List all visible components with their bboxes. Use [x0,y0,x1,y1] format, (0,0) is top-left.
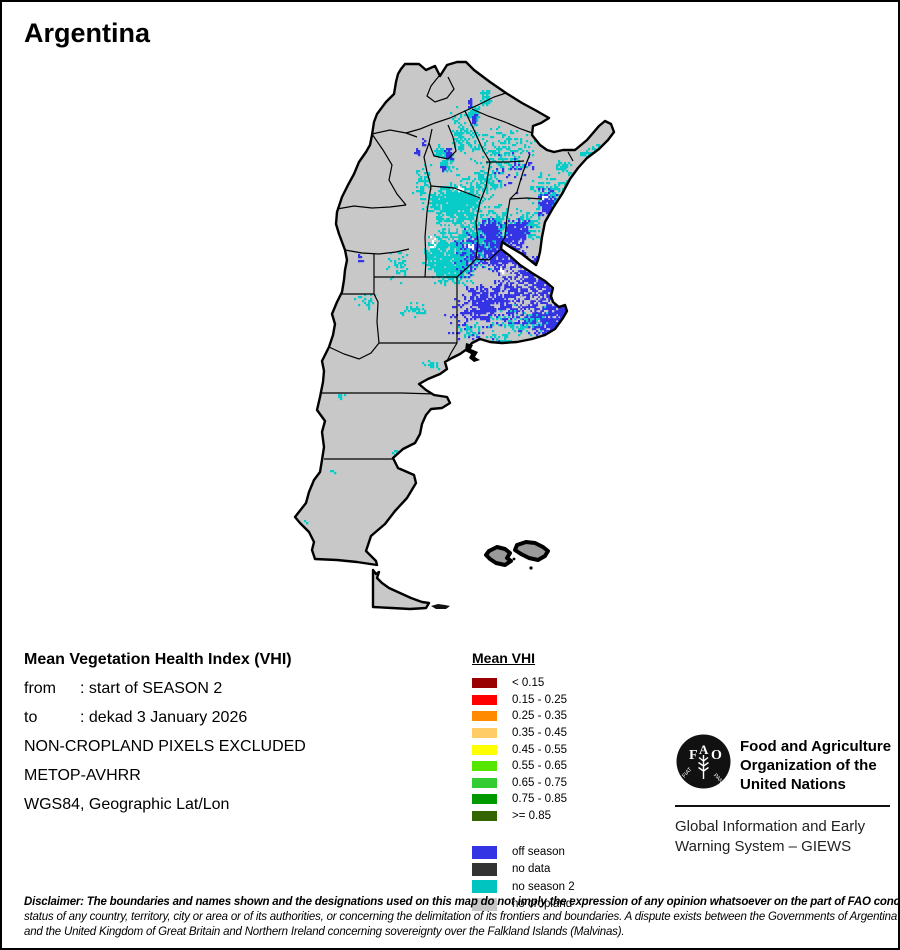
legend-swatch [472,862,497,876]
disclaimer-text: Disclaimer: The boundaries and names sho… [24,895,900,940]
argentina-mainland [295,62,614,565]
legend-label: >= 0.85 [512,810,552,823]
metadata-period-rows: from: start of SEASON 2 to: dekad 3 Janua… [24,680,454,738]
metadata-line: NON-CROPLAND PIXELS EXCLUDED [24,738,306,755]
legend-row: no season 2 [472,878,672,895]
legend-swatch [472,845,497,859]
fao-divider [675,805,890,807]
legend-swatch [472,761,497,772]
legend-label: 0.25 - 0.35 [512,710,567,723]
legend-title: Mean VHI [472,650,536,666]
legend-row: 0.65 - 0.75 [472,775,672,792]
legend-row: no data [472,861,672,878]
legend-row: 0.35 - 0.45 [472,725,672,742]
legend-row: 0.75 - 0.85 [472,791,672,808]
legend-row: >= 0.85 [472,808,672,825]
legend-label: 0.45 - 0.55 [512,743,567,756]
metadata-heading: Mean Vegetation Health Index (VHI) [24,651,292,668]
giews-label: Global Information and Early Warning Syst… [675,818,866,855]
legend-row: < 0.15 [472,675,672,692]
legend-row: off season [472,843,672,860]
legend-label: 0.35 - 0.45 [512,727,567,740]
legend-swatch [472,794,497,805]
legend-swatch [472,728,497,739]
legend-swatch [472,694,497,705]
vhi-class-rows: < 0.15 0.15 - 0.25 0.25 - 0.35 0.35 - 0.45 0… [472,675,672,824]
vhi-legend: Mean VHI < 0.15 0.15 - 0.25 0.25 - 0.35 0.3… [472,650,672,913]
legend-swatch [472,678,497,689]
metadata-extra-lines: NON-CROPLAND PIXELS EXCLUDED METOP-AVHRR W… [24,738,454,825]
bahia-blanca-estuary [465,343,480,362]
legend-row: 0.55 - 0.65 [472,758,672,775]
metadata-line: METOP-AVHRR [24,767,141,784]
legend-row: 0.15 - 0.25 [472,692,672,709]
legend-swatch [472,777,497,788]
legend-label: 0.65 - 0.75 [512,776,567,789]
fao-org-name: Food and Agriculture Organization of the U… [740,738,892,793]
falkland-islands [484,540,550,570]
legend-swatch [472,811,497,822]
legend-label: < 0.15 [512,677,545,690]
legend-label: no season 2 [512,880,575,893]
legend-swatch [472,744,497,755]
metadata-line: WGS84, Geographic Lat/Lon [24,796,230,813]
legend-label: 0.55 - 0.65 [512,760,567,773]
province-borders [322,75,574,460]
disclaimer-line: status of any country, territory, city o… [24,911,898,923]
legend-label: no cropland [512,898,573,911]
legend-row: no cropland [472,896,672,913]
legend-label: no data [512,863,551,876]
disclaimer-line: and the United Kingdom of Great Britain … [24,926,625,938]
legend-swatch [472,711,497,722]
legend-row: 0.45 - 0.55 [472,741,672,758]
argentina-coastline [293,60,616,567]
fao-logo-icon: F A O FIAT PANIS [676,734,731,789]
legend-label: 0.15 - 0.25 [512,693,567,706]
map-metadata-block: Mean Vegetation Health Index (VHI) from:… [24,651,454,825]
tierra-del-fuego [371,568,431,611]
legend-swatch [472,880,497,894]
disclaimer-line: Disclaimer: The boundaries and names sho… [24,896,900,908]
legend-label: 0.75 - 0.85 [512,793,567,806]
metadata-row: from: start of SEASON 2 [24,680,223,697]
isla-de-los-estados [431,604,450,609]
legend-gap [472,824,672,843]
status-class-rows: off season no data no season 2 no cropland [472,843,672,913]
metadata-row: to: dekad 3 January 2026 [24,709,248,726]
page-title: Argentina [24,18,151,48]
legend-swatch [472,897,497,911]
legend-label: off season [512,846,565,859]
legend-row: 0.25 - 0.35 [472,708,672,725]
fao-branding-block: F A O FIAT PANIS Food and Agriculture Org… [675,733,891,857]
